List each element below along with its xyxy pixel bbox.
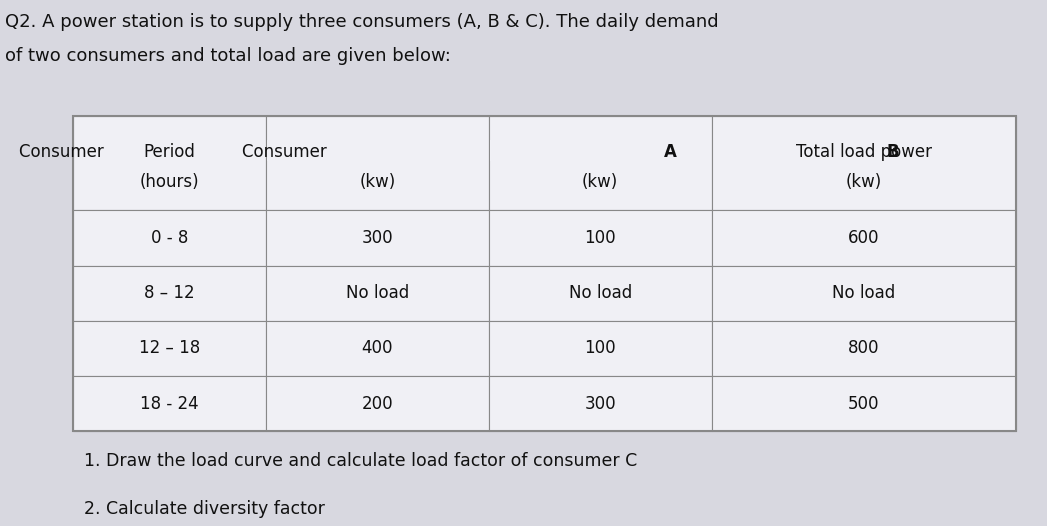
Bar	[73, 376, 266, 431]
Text: 0 - 8: 0 - 8	[151, 229, 188, 247]
Text: 500: 500	[848, 394, 879, 413]
Bar	[490, 140, 711, 161]
Text: 8 – 12: 8 – 12	[144, 284, 195, 302]
Text: 300: 300	[584, 394, 616, 413]
Bar	[266, 116, 489, 210]
Bar	[712, 376, 1016, 431]
Text: 400: 400	[361, 339, 393, 358]
Bar	[73, 116, 1016, 431]
Bar	[73, 266, 266, 321]
Bar	[489, 210, 712, 266]
Bar	[489, 116, 712, 210]
Bar	[266, 321, 489, 376]
Text: Consumer: Consumer	[242, 143, 332, 161]
Text: 300: 300	[361, 229, 393, 247]
Bar	[489, 266, 712, 321]
Bar	[712, 210, 1016, 266]
Bar	[266, 210, 489, 266]
Text: 200: 200	[361, 394, 393, 413]
Text: (hours): (hours)	[139, 173, 199, 191]
Text: No load: No load	[346, 284, 409, 302]
Text: 800: 800	[848, 339, 879, 358]
Text: Consumer A: Consumer A	[327, 143, 428, 161]
Bar	[73, 116, 266, 210]
Text: 600: 600	[848, 229, 879, 247]
Text: 100: 100	[584, 229, 616, 247]
Bar	[267, 140, 488, 161]
Text: Consumer: Consumer	[19, 143, 109, 161]
Bar	[712, 116, 1016, 210]
Text: (kw): (kw)	[582, 173, 619, 191]
Text: Period: Period	[143, 143, 196, 161]
Bar	[266, 266, 489, 321]
Text: Q2. A power station is to supply three consumers (A, B & C). The daily demand: Q2. A power station is to supply three c…	[5, 13, 719, 31]
Text: of two consumers and total load are given below:: of two consumers and total load are give…	[5, 47, 451, 65]
Bar	[712, 321, 1016, 376]
Text: 2. Calculate diversity factor: 2. Calculate diversity factor	[84, 500, 325, 518]
Text: 100: 100	[584, 339, 616, 358]
Text: Total load power: Total load power	[796, 143, 932, 161]
Text: No load: No load	[569, 284, 631, 302]
Bar	[712, 266, 1016, 321]
Bar	[489, 376, 712, 431]
Text: (kw): (kw)	[846, 173, 882, 191]
Text: 12 – 18: 12 – 18	[139, 339, 200, 358]
Bar	[266, 376, 489, 431]
Text: No load: No load	[832, 284, 895, 302]
Bar	[73, 321, 266, 376]
Text: 1. Draw the load curve and calculate load factor of consumer C: 1. Draw the load curve and calculate loa…	[84, 452, 637, 470]
Text: (kw): (kw)	[359, 173, 396, 191]
Text: B: B	[887, 143, 899, 161]
Bar	[489, 321, 712, 376]
Bar	[73, 210, 266, 266]
Text: Consumer B: Consumer B	[550, 143, 651, 161]
Text: 18 - 24: 18 - 24	[140, 394, 199, 413]
Text: A: A	[664, 143, 676, 161]
